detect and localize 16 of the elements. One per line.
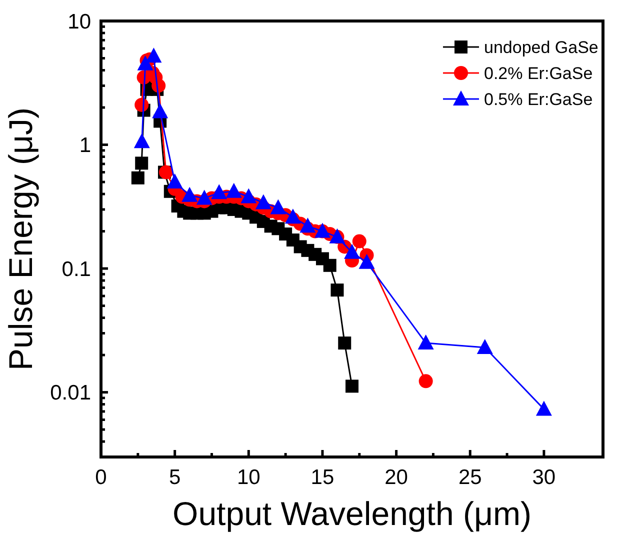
x-tick-label: 25 xyxy=(458,466,482,489)
x-tick-label: 0 xyxy=(95,466,107,489)
y-tick-label: 1 xyxy=(79,134,91,158)
y-axis-title: Pulse Energy (μJ) xyxy=(2,108,39,370)
x-tick-label: 10 xyxy=(236,466,260,489)
y-tick-label: 0.01 xyxy=(50,382,91,405)
y-tick-label: 0.1 xyxy=(62,258,91,281)
x-tick-label: 20 xyxy=(384,466,408,489)
legend-label: undoped GaSe xyxy=(484,38,598,57)
x-tick-label: 15 xyxy=(310,466,334,489)
legend-label: 0.5% Er:GaSe xyxy=(484,90,593,109)
x-tick-label: 5 xyxy=(168,466,181,489)
x-axis-title: Output Wavelength (μm) xyxy=(172,495,532,532)
legend-label: 0.2% Er:GaSe xyxy=(484,64,593,83)
y-tick-label: 10 xyxy=(68,10,91,34)
x-tick-label: 30 xyxy=(532,466,556,489)
